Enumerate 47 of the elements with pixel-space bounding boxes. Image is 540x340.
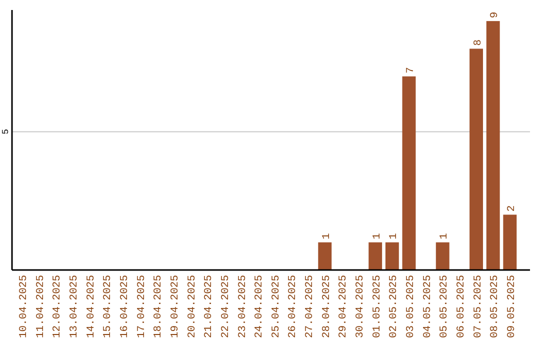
data-label: 1 bbox=[371, 233, 384, 240]
x-tick-label: 13.04.2025 bbox=[68, 275, 81, 338]
x-tick-label: 09.05.2025 bbox=[506, 275, 518, 338]
x-tick-label: 19.04.2025 bbox=[169, 275, 182, 338]
bar bbox=[470, 48, 483, 270]
x-tick-label: 25.04.2025 bbox=[270, 275, 282, 338]
x-tick-label: 22.04.2025 bbox=[220, 275, 232, 338]
x-tick-label: 27.04.2025 bbox=[304, 275, 316, 338]
data-label: 8 bbox=[472, 39, 484, 46]
bar bbox=[368, 242, 382, 270]
data-label: 7 bbox=[404, 67, 417, 74]
x-tick-label: 24.04.2025 bbox=[254, 275, 266, 338]
bar bbox=[486, 21, 500, 270]
x-tick-label: 30.04.2025 bbox=[354, 275, 367, 338]
x-tick-label: 08.05.2025 bbox=[489, 275, 502, 338]
x-tick-label: 12.04.2025 bbox=[52, 275, 64, 338]
bar bbox=[385, 242, 399, 270]
x-tick-label: 23.04.2025 bbox=[236, 275, 249, 338]
x-tick-label: 18.04.2025 bbox=[152, 275, 165, 338]
x-tick-label: 04.05.2025 bbox=[422, 275, 434, 338]
x-tick-label: 16.04.2025 bbox=[119, 275, 132, 338]
data-label: 9 bbox=[489, 12, 502, 18]
x-tick-label: 01.05.2025 bbox=[371, 275, 384, 338]
x-tick-label: 20.04.2025 bbox=[186, 275, 198, 338]
data-label: 2 bbox=[506, 205, 518, 212]
x-tick-label: 10.04.2025 bbox=[18, 275, 30, 338]
bar bbox=[436, 242, 450, 270]
bar bbox=[503, 214, 517, 270]
x-tick-label: 11.04.2025 bbox=[34, 275, 47, 338]
x-tick-label: 29.04.2025 bbox=[338, 275, 350, 338]
x-tick-label: 15.04.2025 bbox=[102, 275, 114, 338]
x-tick-label: 28.04.2025 bbox=[320, 275, 333, 338]
x-tick-label: 02.05.2025 bbox=[388, 275, 400, 338]
x-tick-label: 03.05.2025 bbox=[404, 275, 417, 338]
x-tick-label: 26.04.2025 bbox=[287, 275, 300, 338]
data-label: 1 bbox=[388, 233, 400, 240]
bar bbox=[402, 76, 416, 270]
x-tick-label: 14.04.2025 bbox=[85, 275, 98, 338]
data-label: 1 bbox=[320, 233, 333, 240]
x-tick-label: 06.05.2025 bbox=[455, 275, 468, 338]
x-tick-label: 21.04.2025 bbox=[203, 275, 216, 338]
bar bbox=[318, 242, 332, 270]
data-label: 1 bbox=[438, 233, 451, 240]
y-tick-label: 5 bbox=[1, 129, 11, 134]
x-tick-label: 07.05.2025 bbox=[472, 275, 484, 338]
x-tick-label: 05.05.2025 bbox=[438, 275, 451, 338]
x-tick-label: 17.04.2025 bbox=[136, 275, 148, 338]
